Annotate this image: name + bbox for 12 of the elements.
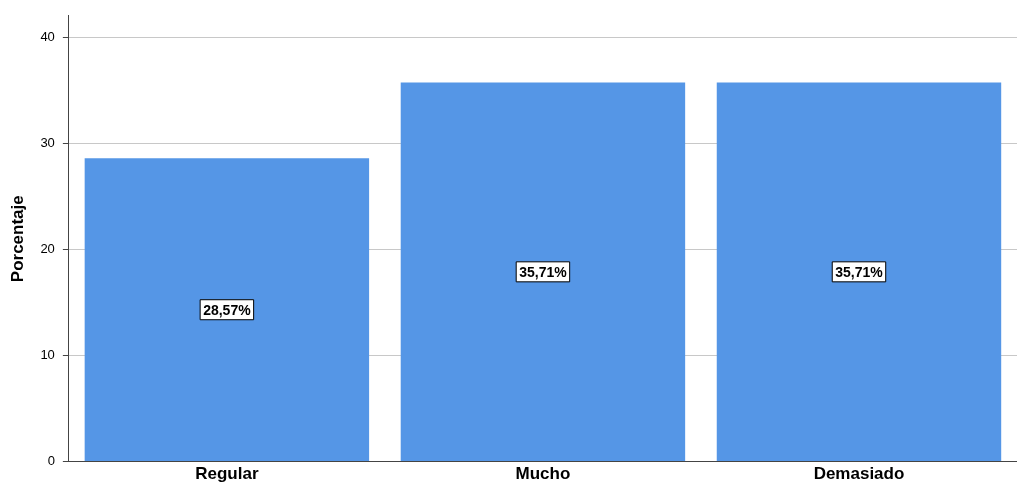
y-axis-title: Porcentaje <box>7 195 27 283</box>
y-tick-label: 40 <box>40 28 55 44</box>
x-tick-label: Demasiado <box>813 464 905 484</box>
data-label: 28,57% <box>203 301 252 318</box>
y-tick-label: 10 <box>40 347 55 363</box>
data-label: 35,71% <box>835 263 884 280</box>
y-tick-label: 30 <box>40 134 55 150</box>
x-tick-label: Regular <box>195 464 259 484</box>
x-tick-label: Mucho <box>515 464 571 484</box>
y-tick-label: 20 <box>40 240 55 256</box>
data-label: 35,71% <box>519 263 568 280</box>
y-tick-label: 0 <box>47 453 55 469</box>
